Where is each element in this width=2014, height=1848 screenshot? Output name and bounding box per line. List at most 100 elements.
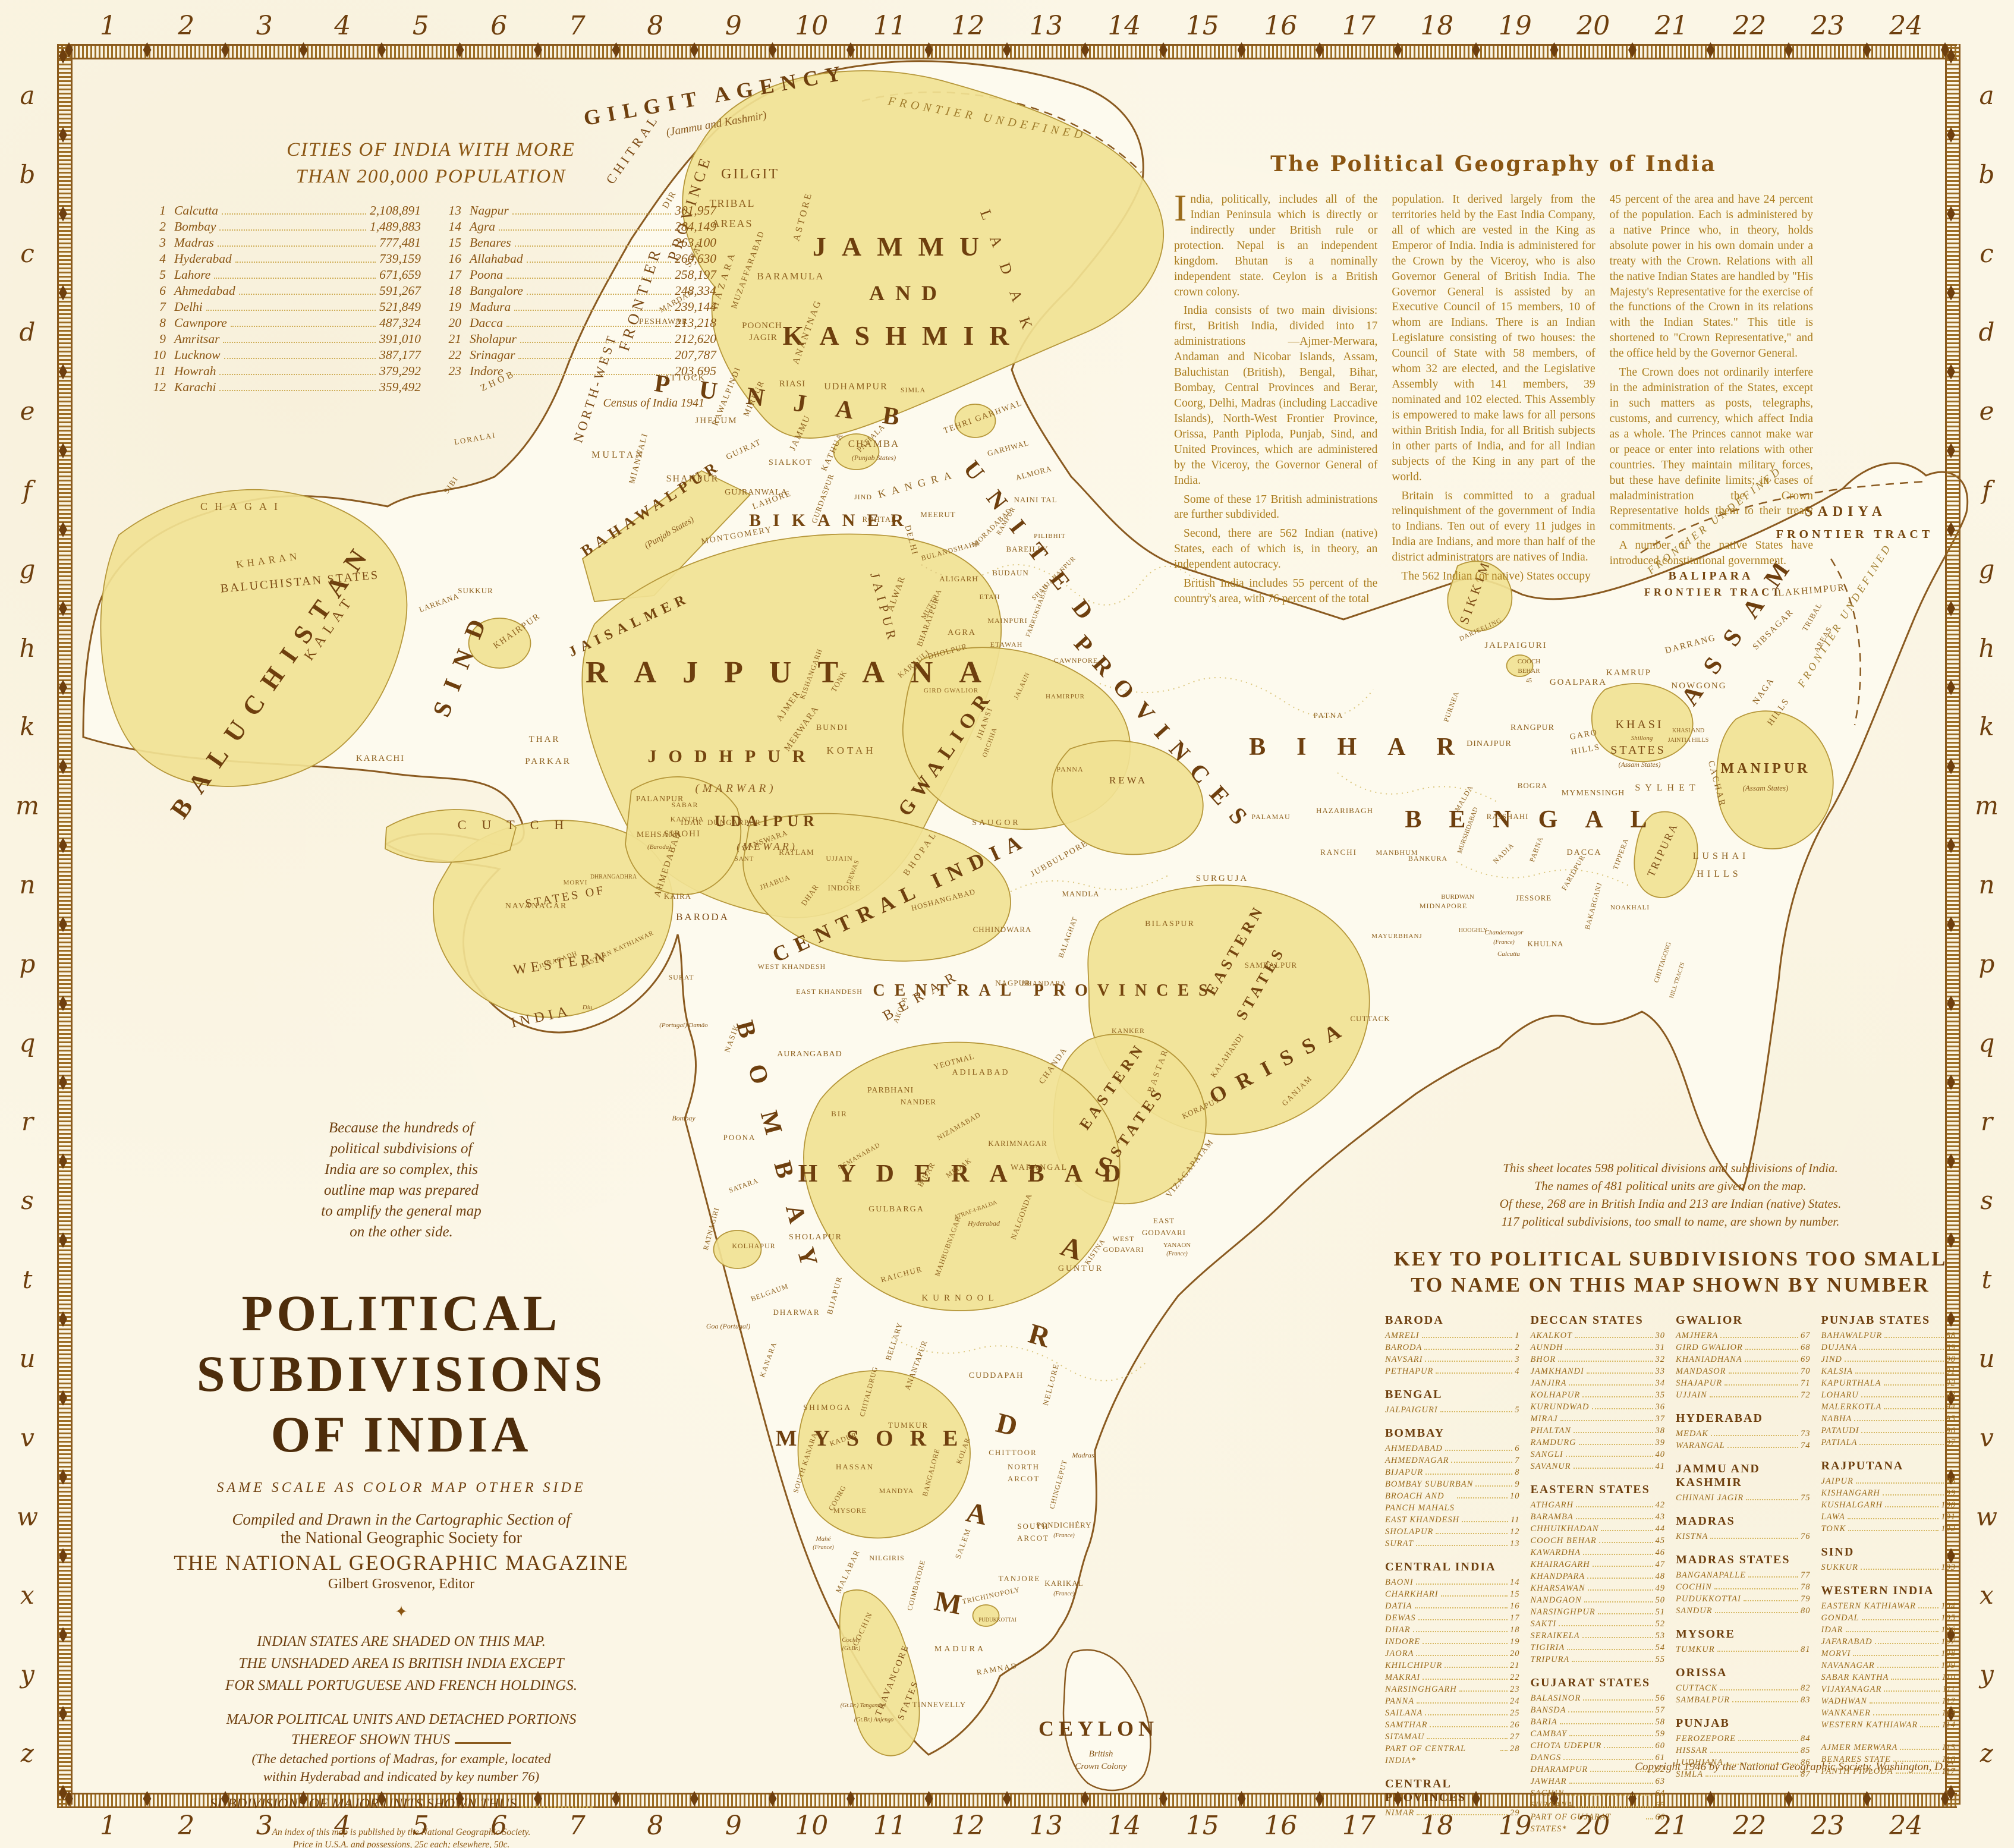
key-item: JANJIRA 34 — [1530, 1378, 1665, 1388]
key-item: MAKRAI 22 — [1385, 1673, 1520, 1682]
key-group: BENGAL JALPAIGURI 5 — [1385, 1388, 1520, 1416]
key-group: AJMER MERWARA 115 BENARES STATE 116 PANTH PI… — [1821, 1742, 1956, 1777]
map-label: SHAHPUR — [666, 474, 719, 484]
map-label: SIALKOT — [769, 458, 813, 467]
frame-tick — [1862, 42, 1871, 58]
frame-tick — [455, 42, 464, 58]
key-group: MADRAS STATES BANGANAPALLE 77 COCHIN 78 PUDUK… — [1676, 1553, 1811, 1617]
key-item: MANDASOR 70 — [1676, 1367, 1811, 1376]
key-item: FEROZEPORE 84 — [1676, 1734, 1811, 1743]
map-label: KHULNA — [1528, 939, 1564, 948]
map-label: (France) — [1053, 1532, 1075, 1539]
grid-number: 11 — [873, 1811, 907, 1841]
map-label: RANGPUR — [1510, 723, 1554, 732]
key-item: BOMBAY SUBURBAN 9 — [1385, 1479, 1520, 1489]
grid-number: 13 — [1029, 11, 1063, 41]
solid-rule-sample — [454, 1742, 511, 1744]
map-label: SANT — [735, 855, 754, 862]
map-label: JAGIR — [749, 333, 778, 342]
map-label: BEHAR — [1518, 668, 1540, 675]
frame-tick — [59, 1390, 67, 1406]
grid-letter: z — [20, 1738, 34, 1768]
map-label: JESSORE — [1516, 893, 1552, 902]
grid-letter: k — [1979, 712, 1994, 742]
intro-line: Because the hundreds of — [328, 1120, 474, 1136]
key-item: CHARKHARI 15 — [1385, 1589, 1520, 1599]
map-label: WEST — [1113, 1235, 1135, 1243]
grid-letter: w — [1976, 1501, 1997, 1531]
intro-line: on the other side. — [350, 1224, 453, 1240]
key-item: SHAJAPUR 71 — [1676, 1378, 1811, 1388]
key-group: RAJPUTANA JAIPUR 98 KISHANGARH 99 KUSHALGARH 1… — [1821, 1459, 1956, 1535]
map-label: GODAVARI — [1142, 1228, 1186, 1237]
key-item: CHINANI JAGIR 75 — [1676, 1493, 1811, 1503]
map-label: BUDAUN — [992, 568, 1029, 577]
frame-tick — [1947, 364, 1955, 380]
map-label: MANBHUM — [1376, 848, 1418, 857]
frame-tick — [59, 1706, 67, 1722]
city-row: 22 Srinagar 207,787 — [448, 348, 717, 363]
map-label: NAGPUR — [995, 978, 1030, 987]
map-label: Shillong — [1631, 735, 1653, 742]
key-column: PUNJAB STATES BAHAWALPUR 88 DUJANA 89 JIND 90 K… — [1821, 1314, 1956, 1846]
key-item: NANDGAON 50 — [1530, 1595, 1665, 1605]
key-item: SERAIKELA 53 — [1530, 1631, 1665, 1641]
frame-tick — [768, 1791, 777, 1806]
key-item: NAVSARI 3 — [1385, 1355, 1520, 1364]
key-group-header: MYSORE — [1676, 1627, 1735, 1641]
map-label: BIR — [831, 1109, 848, 1118]
map-label: SIROHI — [664, 829, 701, 839]
key-item: VIJAYANAGAR 111 — [1821, 1685, 1956, 1694]
key-item: KAWARDHA 46 — [1530, 1548, 1665, 1557]
cities-column-right: 13 Nagpur 301,957 14 Agra 284,149 15 Benares 263… — [441, 203, 717, 395]
map-label: SHIMOGA — [803, 1403, 852, 1412]
key-item: KHILCHIPUR 21 — [1385, 1661, 1520, 1670]
key-note: This sheet locates 598 political divisio… — [1385, 1159, 1956, 1230]
frame-tick — [1947, 1390, 1955, 1406]
map-label: DHRANGADHRA — [590, 874, 637, 880]
map-label: AGRA — [948, 628, 976, 637]
map-label: MEHSANA — [637, 830, 682, 839]
grid-letter: b — [1978, 159, 1995, 189]
legend-line: THEREOF SHOWN THUS — [152, 1730, 651, 1750]
intro-line: to amplify the general map — [321, 1203, 482, 1219]
map-label: UJJAIN — [826, 854, 852, 862]
key-group: BOMBAY AHMEDABAD 6 AHMEDNAGAR 7 BIJAPUR 8 BOMBA… — [1385, 1427, 1520, 1550]
map-label: BALIPARA — [1669, 569, 1754, 583]
key-item: BALASINOR 56 — [1530, 1693, 1665, 1703]
grid-letter: h — [1978, 633, 1995, 663]
key-item: NARSINGHPUR 51 — [1530, 1607, 1665, 1617]
key-item: SAVANUR 41 — [1530, 1462, 1665, 1471]
city-row: 19 Madura 239,144 — [448, 300, 717, 314]
key-item: KISHANGARH 99 — [1821, 1488, 1956, 1498]
map-label: Crown Colony — [1075, 1762, 1127, 1771]
frame-tick — [1393, 42, 1402, 58]
grid-letter: n — [1978, 870, 1995, 900]
map-label: INDORE — [827, 883, 860, 892]
grid-letter: q — [19, 1028, 36, 1057]
map-label: BURDWAN — [1441, 893, 1474, 901]
map-label: RANCHI — [1320, 848, 1357, 857]
map-label: PALANPUR — [636, 795, 684, 804]
map-label: HYDERABAD — [798, 1160, 1141, 1188]
grid-letter: v — [20, 1422, 34, 1452]
key-group: PUNJAB FEROZEPORE 84 HISSAR 85 LUDHIANA 86 SIML… — [1676, 1717, 1811, 1780]
frame-tick — [1159, 1791, 1168, 1806]
frame-tick — [1941, 42, 1949, 58]
map-label: JAMMU — [813, 231, 995, 262]
city-row: 23 Indore 203,695 — [448, 364, 717, 379]
shading-note-line: THE UNSHADED AREA IS BRITISH INDIA EXCEP… — [238, 1655, 564, 1671]
frame-tick — [59, 206, 67, 222]
key-item: CHHUIKHADAN 44 — [1530, 1524, 1665, 1534]
key-item: PETHAPUR 4 — [1385, 1367, 1520, 1376]
magazine-name: THE NATIONAL GEOGRAPHIC MAGAZINE — [174, 1551, 629, 1575]
key-group: WESTERN INDIA EASTERN KATHIAWAR 104 GONDAL 1… — [1821, 1584, 1956, 1731]
key-item: EASTERN KATHIAWAR 104 — [1821, 1601, 1956, 1611]
map-label: HAZARIBAGH — [1316, 806, 1373, 815]
map-label: POONCH — [742, 321, 782, 330]
map-label: PONDICHÉRY — [1036, 1520, 1091, 1529]
map-label: ETAWAH — [990, 640, 1023, 648]
shading-note-line: INDIAN STATES ARE SHADED ON THIS MAP. — [257, 1633, 546, 1649]
key-item: KHANIADHANA 69 — [1676, 1355, 1811, 1364]
frame-tick — [1316, 1791, 1324, 1806]
